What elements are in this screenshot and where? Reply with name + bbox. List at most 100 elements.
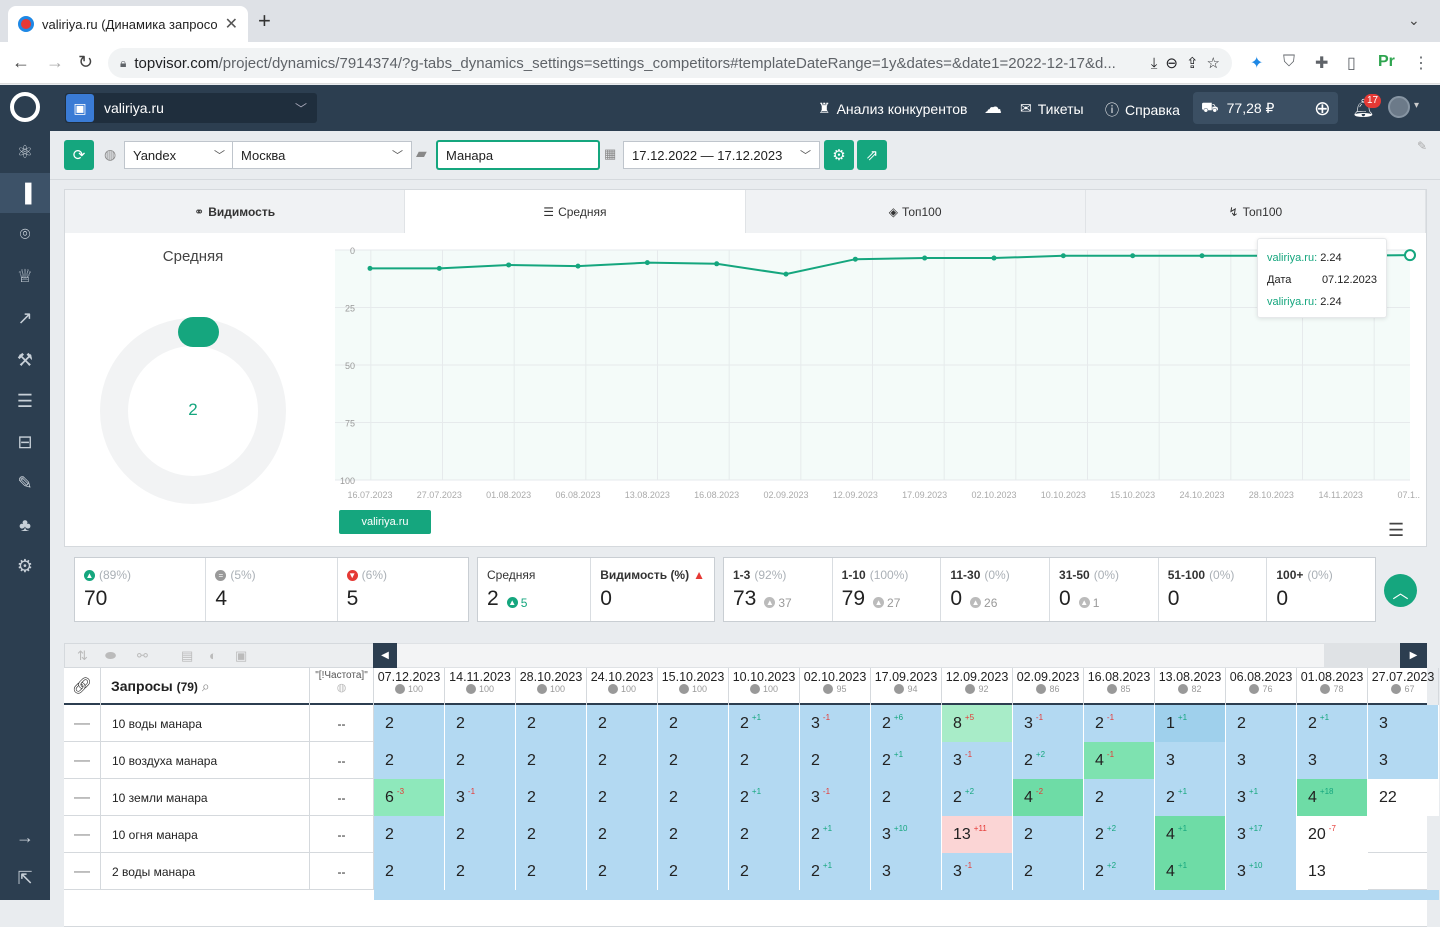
position-cell[interactable]: 2 +2: [1013, 742, 1084, 779]
date-column-header[interactable]: 14.11.2023 100: [445, 668, 516, 705]
position-cell[interactable]: 2: [658, 705, 729, 742]
row-toggle-icon[interactable]: —: [64, 853, 101, 890]
position-cell[interactable]: 2: [445, 742, 516, 779]
position-cell[interactable]: 2: [516, 779, 587, 816]
position-cell[interactable]: 3 -1: [445, 779, 516, 816]
contrast-icon[interactable]: ◐: [209, 648, 217, 663]
position-cell[interactable]: 2: [1013, 853, 1084, 890]
position-cell[interactable]: 1 +1: [1155, 705, 1226, 742]
data-point[interactable]: [852, 256, 858, 262]
stat-cell[interactable]: 1-3 (92%) 73 ▲ 37: [724, 558, 833, 621]
stat-cell[interactable]: Средняя 2 ▲ 5: [478, 558, 592, 621]
image-icon[interactable]: ▣: [235, 648, 248, 663]
position-cell[interactable]: 2 +1: [800, 816, 871, 853]
position-cell[interactable]: 2: [658, 853, 729, 890]
install-icon[interactable]: ⤓: [1150, 54, 1158, 72]
position-cell[interactable]: 2: [445, 853, 516, 890]
position-cell[interactable]: 2: [729, 853, 800, 890]
data-point[interactable]: [575, 263, 581, 269]
stat-cell[interactable]: 51-100 (0%) 0: [1159, 558, 1268, 621]
project-selector[interactable]: ▣ valiriya.ru ﹀: [65, 93, 317, 123]
position-cell[interactable]: 2: [587, 705, 658, 742]
calendar-icon[interactable]: ▦: [604, 146, 617, 161]
position-cell[interactable]: 3 -1: [942, 853, 1013, 890]
query-text[interactable]: 10 воды манара: [101, 705, 310, 742]
back-icon[interactable]: ←: [12, 52, 30, 72]
position-cell[interactable]: 2 +6: [871, 705, 942, 742]
date-column-header[interactable]: 13.08.2023 82: [1155, 668, 1226, 705]
position-cell[interactable]: 4 +1: [1155, 816, 1226, 853]
position-cell[interactable]: 3: [1368, 742, 1439, 779]
query-text[interactable]: 10 воздуха манара: [101, 742, 310, 779]
data-point[interactable]: [1060, 253, 1066, 259]
position-cell[interactable]: 8 +5: [942, 705, 1013, 742]
cloud-sync-icon[interactable]: ☁: [984, 97, 1002, 117]
data-point[interactable]: [367, 265, 373, 271]
topvisor-logo[interactable]: [10, 92, 40, 122]
sidebar-trophy-icon[interactable]: ♕: [16, 265, 34, 286]
balance-button[interactable]: ⛟ 77,28 ₽: [1193, 92, 1338, 124]
position-cell[interactable]: 2 +1: [1297, 705, 1368, 742]
sidebar-projects-icon[interactable]: ⚛: [16, 141, 34, 162]
position-cell[interactable]: 2: [516, 705, 587, 742]
position-cell[interactable]: 4 -2: [1013, 779, 1084, 816]
sidebar-snapshots-icon[interactable]: ⌾: [19, 223, 31, 244]
query-text[interactable]: 2 воды манара: [101, 853, 310, 890]
data-point[interactable]: [506, 262, 512, 268]
position-cell[interactable]: 3: [1226, 742, 1297, 779]
pin-icon[interactable]: ✎: [1417, 139, 1428, 153]
table-row[interactable]: —2 воды манара -- 2 2 2 2 2 2 2 +1 3 3 -1 2 2 +2 4 +1 3 +10…: [64, 853, 1427, 890]
avatar[interactable]: [1388, 96, 1410, 118]
position-cell[interactable]: 2: [587, 853, 658, 890]
legend-item[interactable]: valiriya.ru: [339, 510, 431, 534]
date-column-header[interactable]: 02.09.2023 86: [1013, 668, 1084, 705]
position-cell[interactable]: 3 +17: [1226, 816, 1297, 853]
tab-average[interactable]: ☰ Средняя: [405, 190, 746, 233]
position-cell[interactable]: 2: [374, 816, 445, 853]
position-cell[interactable]: 3: [1155, 742, 1226, 779]
position-cell[interactable]: 2: [516, 816, 587, 853]
position-cell[interactable]: 2: [445, 705, 516, 742]
position-cell[interactable]: 3 -1: [1013, 705, 1084, 742]
date-column-header[interactable]: 12.09.2023 92: [942, 668, 1013, 705]
position-cell[interactable]: 2: [445, 816, 516, 853]
group-search-input[interactable]: Манара: [437, 141, 599, 169]
position-cell[interactable]: 3: [871, 853, 942, 890]
position-cell[interactable]: 2: [587, 816, 658, 853]
position-cell[interactable]: 2: [658, 816, 729, 853]
sidebar-keywords-icon[interactable]: ☰: [16, 390, 34, 411]
frequency-header[interactable]: "[!Частота]" ◍: [310, 668, 374, 705]
stat-cell[interactable]: 1-10 (100%) 79 ▲ 27: [833, 558, 942, 621]
scroll-right-button[interactable]: ▶: [1400, 643, 1427, 668]
table-row[interactable]: —10 воды манара -- 2 2 2 2 2 2 +1 3 -1 2 +6 8 +5 3 -1 2 -1…: [64, 705, 1439, 742]
stat-cell[interactable]: ▼ (6%) 5: [338, 558, 468, 621]
data-point[interactable]: [922, 255, 928, 261]
close-tab-icon[interactable]: ✕: [224, 16, 238, 33]
extension-icon[interactable]: ✦: [1250, 55, 1264, 72]
date-column-header[interactable]: 06.08.2023 76: [1226, 668, 1297, 705]
position-cell[interactable]: 2 +2: [1084, 853, 1155, 890]
position-cell[interactable]: 2: [871, 779, 942, 816]
position-cell[interactable]: 6 -3: [374, 779, 445, 816]
search-icon[interactable]: ⌕: [201, 678, 210, 694]
sidebar-audit-icon[interactable]: ✎: [17, 472, 33, 493]
date-column-header[interactable]: 10.10.2023 100: [729, 668, 800, 705]
position-cell[interactable]: 2: [374, 705, 445, 742]
sidebar-positions-icon[interactable]: ▐: [0, 173, 50, 213]
query-text[interactable]: 10 огня манара: [101, 816, 310, 853]
query-text[interactable]: 10 земли манара: [101, 779, 310, 816]
position-cell[interactable]: 3 +10: [1226, 853, 1297, 890]
position-cell[interactable]: 2 +2: [1084, 816, 1155, 853]
sidebar-analytics-icon[interactable]: ↗: [17, 307, 33, 328]
position-cell[interactable]: 2: [800, 742, 871, 779]
date-column-header[interactable]: 07.12.2023 100: [374, 668, 445, 705]
position-cell[interactable]: 2 +1: [729, 705, 800, 742]
stat-cell[interactable]: Видимость (%) ▲ 0: [591, 558, 714, 621]
sidebar-toggle-icon[interactable]: ▯: [1347, 55, 1356, 72]
position-cell[interactable]: 2: [374, 742, 445, 779]
date-column-header[interactable]: 01.08.2023 78: [1297, 668, 1368, 705]
position-cell[interactable]: 22: [1368, 779, 1439, 816]
stat-cell[interactable]: = (5%) 4: [206, 558, 338, 621]
position-cell[interactable]: 4 +1: [1155, 853, 1226, 890]
stat-cell[interactable]: 100+ (0%) 0: [1267, 558, 1375, 621]
